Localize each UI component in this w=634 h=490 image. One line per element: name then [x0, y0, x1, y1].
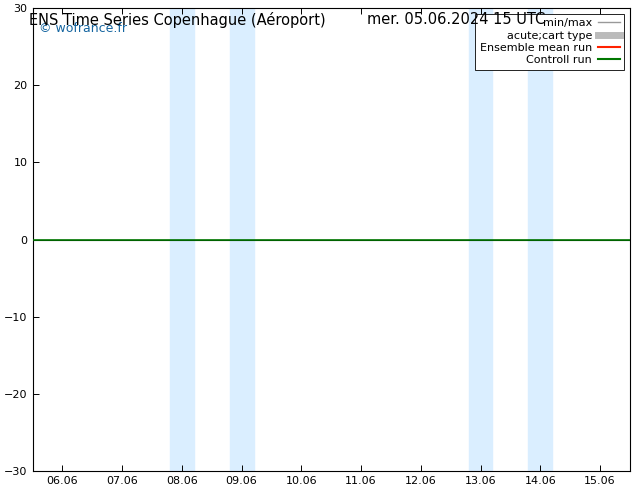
Legend: min/max, acute;cart type, Ensemble mean run, Controll run: min/max, acute;cart type, Ensemble mean … [476, 14, 624, 70]
Bar [469, 8, 493, 471]
Text: ENS Time Series Copenhague (Aéroport): ENS Time Series Copenhague (Aéroport) [29, 12, 326, 28]
Bar [230, 8, 254, 471]
Bar [170, 8, 194, 471]
Text: © wofrance.fr: © wofrance.fr [39, 22, 127, 35]
Text: mer. 05.06.2024 15 UTC: mer. 05.06.2024 15 UTC [367, 12, 546, 27]
Bar [528, 8, 552, 471]
